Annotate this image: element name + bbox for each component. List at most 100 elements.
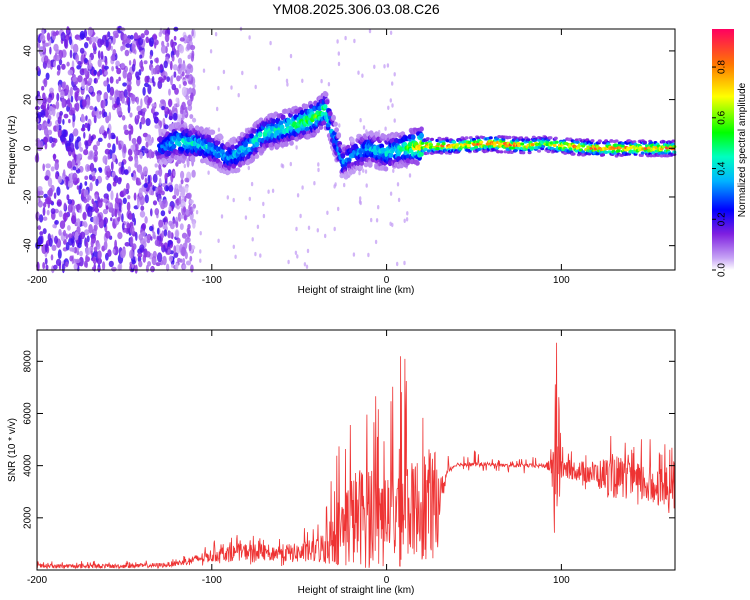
y-tick-label: 8000 [23,350,34,373]
heatmap-cell [103,217,108,225]
heatmap-cell [295,145,298,150]
heatmap-cell [647,149,652,153]
heatmap-cell [74,231,79,241]
heatmap-cell [96,140,101,146]
heatmap-cell [318,124,324,130]
heatmap-cell [53,60,56,68]
heatmap-cell [129,236,134,246]
heatmap-cell [120,45,124,52]
heatmap-cell [313,181,316,186]
heatmap-cell [63,113,69,119]
x-tick-label: 100 [553,275,570,286]
heatmap-cell [279,124,285,130]
heatmap-cell [134,264,138,274]
heatmap-cell [129,34,134,40]
heatmap-cell [135,143,139,152]
heatmap-cell [214,32,218,37]
heatmap-cell [294,250,298,255]
heatmap-cell [50,254,54,261]
heatmap-cell [179,258,183,263]
heatmap-cell [180,187,186,197]
heatmap-cell [141,223,147,230]
heatmap-cell [439,151,444,155]
heatmap-cell [101,64,105,74]
heatmap-cell [167,249,171,254]
heatmap-cell [130,94,136,102]
heatmap-cell [161,183,166,187]
heatmap-cell [142,107,147,113]
heatmap-cell [383,64,386,69]
heatmap-cell [47,177,53,187]
colorbar-ticks: 0.0 0.2 0.4 0.6 0.8 [712,60,728,277]
heatmap-cell [140,65,144,72]
heatmap-cell [184,195,187,203]
heatmap-cell [65,233,68,240]
heatmap-cell [47,103,50,111]
heatmap-cell [647,146,652,150]
heatmap-cell [71,215,76,224]
heatmap-cell [379,143,385,149]
heatmap-cell [119,191,125,198]
heatmap-cell [41,85,45,91]
heatmap-cell [595,152,600,156]
heatmap-cell [182,81,187,86]
heatmap-cell [130,144,136,151]
heatmap-cell [340,153,346,159]
heatmap-cell [384,126,387,131]
heatmap-cell [145,36,149,44]
snr-x-ticks: -200 -100 0 100 [27,330,570,586]
heatmap-cell [441,142,446,146]
heatmap-cell [92,144,98,152]
heatmap-cell [166,42,170,47]
heatmap-cell [78,256,84,267]
heatmap-cell [419,126,424,132]
heatmap-cell [72,166,77,171]
heatmap-cell [171,263,174,268]
heatmap-cell [552,143,557,147]
heatmap-cell [548,136,553,140]
heatmap-cell [167,240,173,245]
heatmap-cell [178,84,182,89]
heatmap-cell [327,82,331,87]
heatmap-cell [105,115,110,124]
heatmap-cell [108,260,114,268]
heatmap-cell [162,199,168,208]
heatmap-cell [315,128,321,134]
heatmap-cell [74,258,81,264]
heatmap-cell [68,109,75,116]
heatmap-cell [267,189,270,194]
heatmap-cell [334,127,339,133]
heatmap-cell [181,62,186,72]
heatmap-cell [115,90,120,96]
heatmap-cell [85,247,91,256]
heatmap-cell [254,84,257,90]
heatmap-cell [69,255,74,262]
heatmap-cell [170,39,174,48]
heatmap-cell [114,208,118,218]
heatmap-cell [55,30,59,36]
heatmap-cell [574,138,579,142]
heatmap-cell [92,42,97,49]
heatmap-cell [75,53,79,63]
heatmap-cell [116,96,120,106]
heatmap-cell [373,64,376,70]
heatmap-cell [76,96,83,101]
heatmap-cell [168,60,171,65]
heatmap-cell [87,155,92,160]
heatmap-cell [40,123,46,131]
heatmap-cell [183,163,186,169]
heatmap-cell [45,72,50,81]
heatmap-cell [53,138,58,144]
heatmap-cell [53,43,59,52]
heatmap-cell [168,184,174,193]
heatmap-cell [175,262,179,271]
heatmap-cell [94,106,97,112]
heatmap-cell [353,38,356,44]
heatmap-cell [137,198,140,209]
heatmap-cell [88,86,94,93]
heatmap-cell [44,243,48,253]
x-tick-label: -100 [202,575,222,586]
heatmap-cell [112,248,116,254]
heatmap-cell [133,192,137,201]
heatmap-cell [73,263,78,271]
